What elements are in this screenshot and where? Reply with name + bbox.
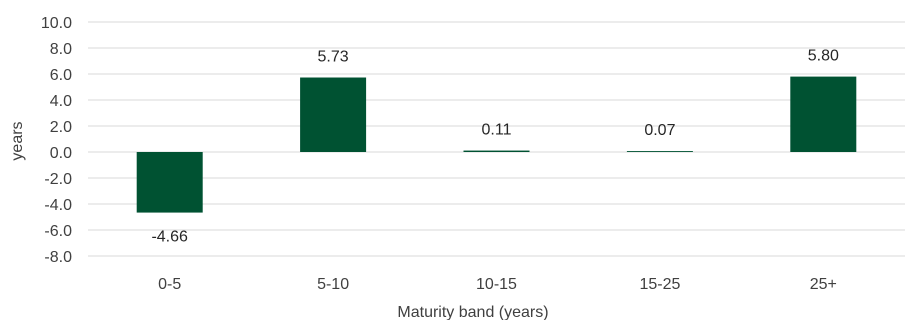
y-tick-label: 8.0 [50, 41, 72, 58]
data-label-10-15: 0.11 [482, 122, 512, 139]
data-label-5-10: 5.73 [318, 49, 349, 66]
y-tick-label: 4.0 [50, 93, 72, 110]
y-tick-label: 6.0 [50, 67, 72, 84]
y-axis-title: years [9, 121, 26, 160]
bars [136, 76, 857, 213]
bar-0-5 [136, 152, 203, 213]
x-axis-tick-labels: 0-5 5-10 10-15 15-25 25+ [158, 276, 837, 293]
bar-5-10 [300, 77, 367, 152]
y-tick-label: -4.0 [44, 197, 72, 214]
x-tick-label-10-15: 10-15 [476, 276, 517, 293]
y-tick-label: -8.0 [44, 249, 72, 266]
y-tick-label: 10.0 [41, 15, 72, 32]
x-axis-title: Maturity band (years) [397, 304, 548, 320]
y-tick-label: -2.0 [44, 171, 72, 188]
gridlines [88, 21, 905, 257]
data-label-15-25: 0.07 [644, 122, 675, 139]
y-tick-label: 2.0 [50, 119, 72, 136]
data-labels: -4.66 5.73 0.11 0.07 5.80 [151, 48, 839, 246]
x-tick-label-25+: 25+ [810, 276, 837, 293]
data-label-25+: 5.80 [808, 48, 839, 65]
y-axis-tick-labels: 10.0 8.0 6.0 4.0 2.0 0.0 -2.0 -4.0 -6.0 -8.0 [41, 15, 72, 266]
y-tick-label: -6.0 [44, 223, 72, 240]
bar-15-25 [626, 151, 693, 152]
x-tick-label-0-5: 0-5 [158, 276, 181, 293]
y-tick-label: 0.0 [50, 145, 72, 162]
data-label-0-5: -4.66 [151, 229, 188, 246]
x-tick-label-5-10: 5-10 [317, 276, 349, 293]
bar-25+ [790, 76, 857, 152]
bar-10-15 [463, 150, 530, 152]
x-tick-label-15-25: 15-25 [639, 276, 680, 293]
